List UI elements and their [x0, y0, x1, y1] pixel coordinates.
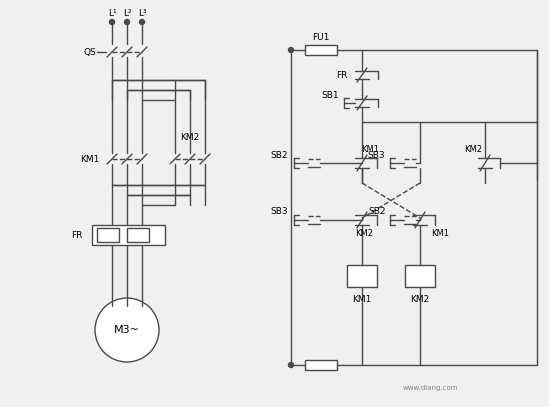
Text: KM2: KM2 — [410, 295, 430, 304]
Circle shape — [289, 363, 294, 368]
Text: KM1: KM1 — [352, 295, 372, 304]
Text: FR: FR — [71, 230, 83, 239]
Text: KM1: KM1 — [361, 144, 379, 153]
Text: KM2: KM2 — [355, 230, 373, 239]
Text: FU1: FU1 — [312, 33, 330, 42]
Text: SB2: SB2 — [368, 208, 386, 217]
Circle shape — [125, 20, 130, 24]
Circle shape — [95, 298, 159, 362]
Bar — [347, 265, 377, 287]
Bar — [92, 225, 165, 245]
Text: KM1: KM1 — [431, 230, 449, 239]
Bar — [305, 360, 337, 370]
Text: KM2: KM2 — [464, 144, 482, 153]
Circle shape — [289, 48, 294, 53]
Bar — [405, 265, 435, 287]
Text: L²: L² — [122, 9, 131, 18]
Bar — [97, 228, 119, 242]
Circle shape — [109, 20, 115, 24]
Text: SB1: SB1 — [321, 90, 339, 99]
Text: KM1: KM1 — [80, 155, 100, 164]
Text: SB2: SB2 — [270, 151, 288, 160]
Text: www.diang.com: www.diang.com — [402, 385, 458, 391]
Text: M3~: M3~ — [114, 325, 140, 335]
Text: SB3: SB3 — [270, 208, 288, 217]
Text: QS: QS — [83, 48, 97, 57]
Bar — [305, 45, 337, 55]
Text: FR: FR — [337, 70, 348, 79]
Circle shape — [139, 20, 144, 24]
Text: SB3: SB3 — [367, 151, 385, 160]
Text: KM2: KM2 — [181, 133, 200, 142]
Bar — [127, 228, 149, 242]
Text: L¹: L¹ — [108, 9, 116, 18]
Text: L³: L³ — [138, 9, 147, 18]
